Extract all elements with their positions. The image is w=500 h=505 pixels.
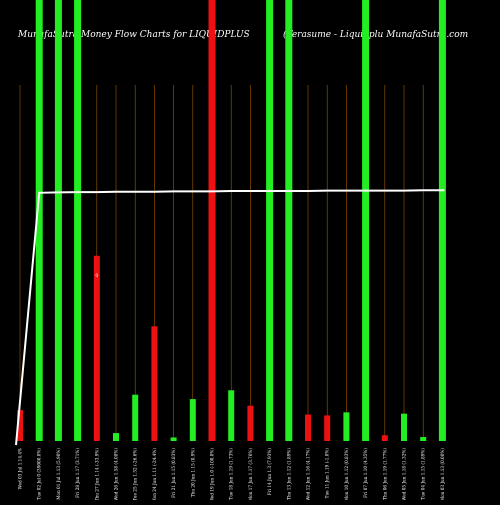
- money-flow-line: [15, 189, 445, 446]
- x-tick-label: Tue 18 Jun 1.19 (1.73%): [229, 448, 234, 500]
- x-tick-label: Wed 03 Jul 1.14.4%: [18, 448, 23, 489]
- x-tick-label: Fri 07 Jun 1.10 (4.35%): [363, 448, 368, 498]
- x-tick-label: Fri 21 Jun 1.15 (0.83%): [171, 448, 176, 498]
- bar: [420, 437, 427, 441]
- bar: [17, 410, 23, 441]
- x-tick-label: Tue 25 Jun 1.52 (-26.6%): [133, 448, 138, 500]
- bar: [93, 255, 100, 441]
- bar: [285, 0, 293, 441]
- x-tick-label: Mon 03 Jun 1.13 (0.00%): [440, 448, 445, 500]
- bar: [35, 0, 43, 441]
- x-tick-label: Wed 12 Jun 1.16 (4.17%): [306, 448, 311, 500]
- bar: [438, 0, 446, 441]
- chart-title-left: MunafaSutra Money Flow Charts for LIQUID…: [17, 30, 250, 40]
- bar: [228, 390, 235, 441]
- bar: [113, 433, 119, 441]
- bar: [74, 0, 82, 441]
- x-tick-label: Thu 06 Jun 1.19 (1.77%): [382, 448, 387, 500]
- x-tick-label: Thu 20 Jun 1.15 (0.9%): [190, 448, 195, 498]
- bar: [189, 399, 196, 441]
- annotation-label: 0: [95, 273, 98, 279]
- bar: [247, 405, 254, 441]
- x-tick-label: Wed 19 Jun 1.0 (-100.0%): [210, 448, 215, 500]
- bar: [54, 0, 62, 441]
- x-tick-label: Mon 01 Jul 1.13 (5.90%): [56, 448, 61, 500]
- bar: [324, 415, 331, 441]
- x-tick-label: Wed 26 Jun 1.58 (4.08%): [114, 448, 119, 500]
- bar: [151, 326, 158, 441]
- bar: [343, 412, 350, 441]
- x-tick-label: Fri 28 Jun 1.17 (3.71%): [75, 448, 80, 498]
- labels-layer: Wed 03 Jul 1.14.4% Tue 02 Jul 0 (39000.0…: [18, 273, 445, 503]
- x-tick-label: Mon 10 Jun 1.12 (0.83%): [344, 448, 349, 500]
- bars-layer: [17, 0, 446, 441]
- bar: [381, 435, 388, 441]
- line-layer: [15, 189, 445, 446]
- x-tick-label: Wed 05 Jun 1.18 (1.32%): [402, 448, 407, 500]
- chart-title-right: (Terasume - Liquidplu MunafaSutra.com: [283, 29, 468, 40]
- bar: [266, 0, 274, 441]
- x-tick-label: Fri 14 Jun 1.3 (7.93%): [267, 448, 272, 496]
- x-tick-label: Mon 24 Jun 1.11 (-24.4%): [152, 448, 157, 500]
- x-tick-label: Tue 02 Jul 0 (39000.0%): [37, 448, 42, 500]
- bar: [170, 437, 177, 441]
- x-tick-label: Tue 11 Jun 1.19 (-1.0%): [325, 448, 330, 499]
- bar: [362, 0, 370, 441]
- x-tick-label: Mon 17 Jun 1.17 (3.76%): [248, 448, 253, 500]
- x-tick-label: Thu 27 Jun 1.14 (-33.9%): [94, 448, 99, 500]
- bar: [305, 414, 311, 441]
- bar: [401, 413, 407, 441]
- bar: [208, 0, 216, 441]
- x-tick-label: Thu 13 Jun 1.12 (1.89%): [286, 448, 291, 500]
- x-tick-label: Tue 04 Jun 1.15 (1.89%): [421, 448, 426, 500]
- bar: [132, 394, 139, 441]
